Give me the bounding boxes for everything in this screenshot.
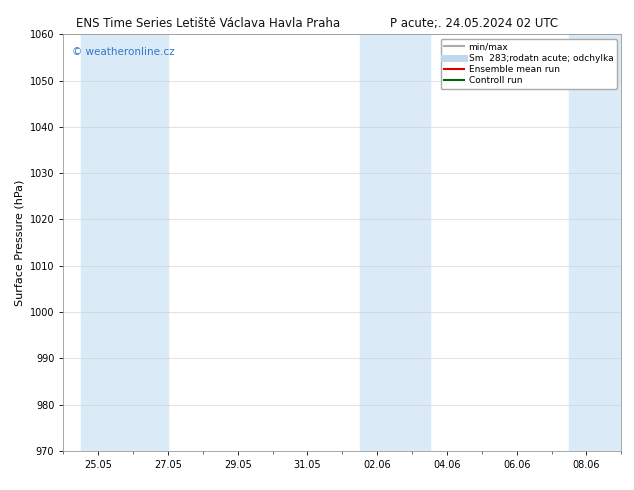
Y-axis label: Surface Pressure (hPa): Surface Pressure (hPa): [14, 179, 24, 306]
Text: P acute;. 24.05.2024 02 UTC: P acute;. 24.05.2024 02 UTC: [390, 17, 558, 30]
Text: © weatheronline.cz: © weatheronline.cz: [72, 47, 174, 57]
Bar: [569, 34, 621, 451]
Bar: [359, 34, 429, 451]
Text: ENS Time Series Letiště Václava Havla Praha: ENS Time Series Letiště Václava Havla Pr…: [76, 17, 340, 30]
Bar: [81, 34, 168, 451]
Legend: min/max, Sm  283;rodatn acute; odchylka, Ensemble mean run, Controll run: min/max, Sm 283;rodatn acute; odchylka, …: [441, 39, 617, 89]
